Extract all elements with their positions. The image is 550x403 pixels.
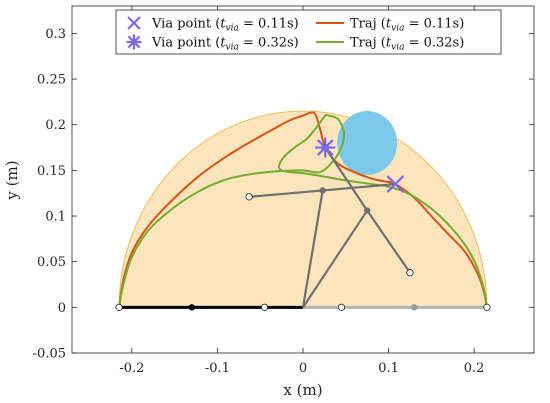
legend-label-3: Via point (tvia = 0.32s) (151, 36, 299, 53)
base-joint-white-4 (483, 303, 491, 311)
x-tick-label: 0.1 (378, 361, 399, 376)
x-tick-label: -0.2 (119, 361, 144, 376)
base-joint-white-1 (115, 303, 123, 311)
y-tick-label: 0.25 (37, 73, 66, 88)
trajectory-line-1 (118, 111, 488, 308)
y-tick-label: 0.05 (37, 255, 66, 270)
x-tick-label: 0.2 (464, 361, 485, 376)
y-axis-title: y (m) (3, 160, 21, 200)
via-point-marker-2 (315, 137, 336, 158)
legend-label-4: Traj (tvia = 0.32s) (350, 36, 464, 53)
y-tick-label: 0.3 (45, 27, 66, 42)
legend-box (115, 9, 502, 55)
workspace-region (118, 110, 488, 308)
legend: Via point (tvia = 0.11s) Traj (tvia = 0.1… (115, 9, 502, 55)
base-joint-white-3 (337, 303, 346, 311)
mechanism-joint-white-1 (245, 193, 253, 201)
legend-label-1: Via point (tvia = 0.11s) (151, 17, 299, 34)
y-tick-label: 0.15 (37, 164, 66, 179)
x-tick-label: 0 (299, 361, 307, 376)
y-tick-label: 0.2 (45, 118, 66, 133)
mechanism-link-4 (324, 146, 369, 212)
y-tick-label: 0 (58, 301, 66, 316)
trajectory-line-2 (118, 113, 488, 308)
obstacle-circle (337, 111, 398, 175)
mechanism-joint-gray-1 (319, 187, 326, 194)
legend-marker-3 (126, 34, 142, 50)
mechanism-joint-white-2 (406, 269, 414, 277)
mechanism-joint-gray-2 (363, 207, 371, 214)
mechanism-link-3 (322, 182, 396, 192)
base-joint-black-1 (188, 304, 195, 311)
x-tick-label: -0.1 (205, 361, 230, 376)
base-joint-gray-1 (411, 304, 418, 311)
y-tick-label: 0.1 (45, 210, 66, 225)
y-tick-label: -0.05 (33, 347, 66, 362)
via-point-marker-1 (386, 175, 405, 193)
base-joint-white-2 (260, 303, 269, 311)
x-axis-title: x (m) (283, 381, 322, 399)
legend-marker-1 (127, 16, 141, 30)
legend-label-2: Traj (tvia = 0.11s) (350, 17, 464, 34)
